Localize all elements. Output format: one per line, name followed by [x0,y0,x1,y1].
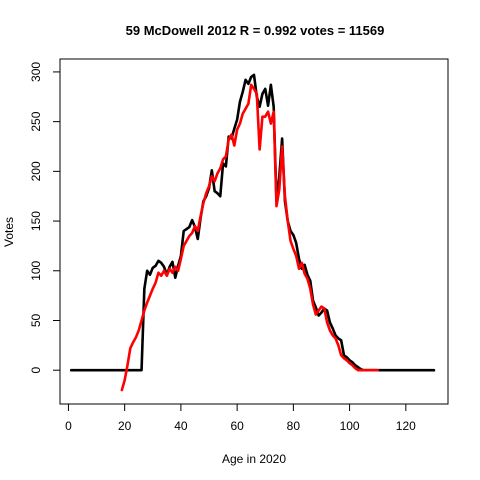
y-tick-label: 200 [29,161,43,181]
series-layer [69,73,436,392]
x-tick-label: 100 [340,419,360,433]
x-tick-label: 40 [174,419,188,433]
y-tick-label: 50 [29,313,43,327]
chart-title: 59 McDowell 2012 R = 0.992 votes = 11569 [126,23,385,38]
series-line-red [120,83,380,392]
x-tick-label: 20 [118,419,132,433]
y-tick-label: 100 [29,260,43,280]
y-axis-label: Votes [2,217,16,247]
y-axis: 0 50 100 150 200 250 300 [29,62,61,374]
x-axis: 0 20 40 60 80 100 120 [65,403,416,433]
x-axis-label: Age in 2020 [222,452,286,466]
y-tick-label: 0 [29,367,43,374]
x-tick-label: 80 [287,419,301,433]
x-tick-label: 0 [65,419,72,433]
x-tick-label: 60 [230,419,244,433]
y-tick-label: 250 [29,111,43,131]
x-tick-label: 120 [396,419,416,433]
y-tick-label: 150 [29,211,43,231]
y-tick-label: 300 [29,62,43,82]
